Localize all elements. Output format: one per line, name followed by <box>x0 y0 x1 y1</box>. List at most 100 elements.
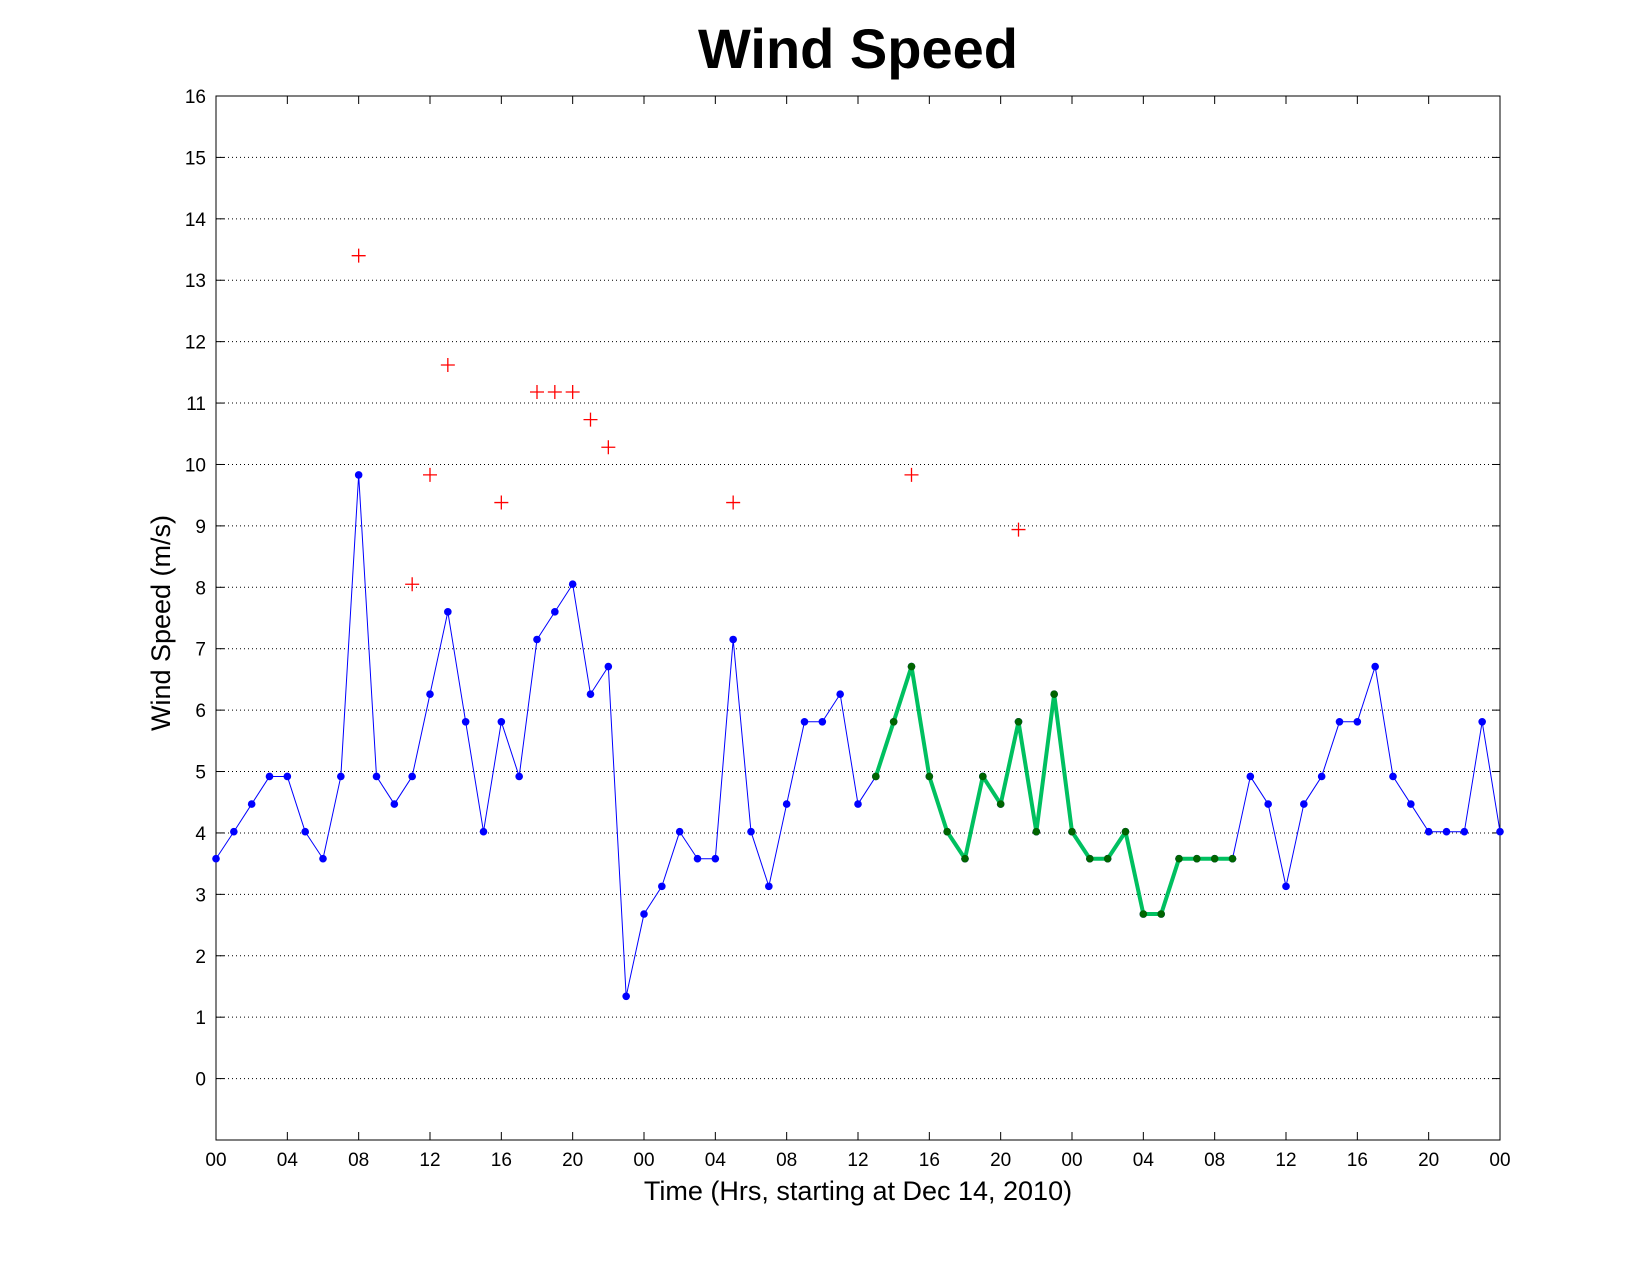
point-marker <box>337 772 345 781</box>
point-marker <box>1121 827 1130 836</box>
point-marker <box>658 882 666 891</box>
y-tick-label: 1 <box>195 1008 206 1029</box>
x-tick-label: 04 <box>705 1150 727 1171</box>
x-tick-label: 16 <box>1347 1150 1368 1171</box>
point-marker <box>818 717 827 726</box>
point-marker <box>925 772 934 781</box>
point-marker <box>283 772 292 781</box>
x-tick-label: 20 <box>562 1150 583 1171</box>
point-marker <box>782 800 791 808</box>
point-marker <box>1193 854 1201 863</box>
plus-marker <box>530 385 544 400</box>
y-tick-label: 4 <box>195 824 206 845</box>
chart-title: Wind Speed <box>698 17 1018 80</box>
plus-marker <box>423 467 437 482</box>
point-marker <box>729 635 737 644</box>
point-marker <box>265 772 274 781</box>
x-tick-label: 08 <box>1204 1150 1225 1171</box>
x-axis-label: Time (Hrs, starting at Dec 14, 2010) <box>644 1176 1072 1206</box>
point-marker <box>461 717 470 726</box>
point-marker <box>533 635 541 644</box>
y-tick-label: 15 <box>185 148 206 169</box>
point-marker <box>693 854 702 863</box>
point-marker <box>1264 800 1272 808</box>
x-tick-label: 12 <box>847 1150 868 1171</box>
y-axis-label: Wind Speed (m/s) <box>146 515 176 731</box>
point-marker <box>961 854 969 863</box>
point-marker <box>1014 717 1023 726</box>
x-tick-label: 00 <box>205 1150 226 1171</box>
x-tick-label: 00 <box>1489 1150 1510 1171</box>
y-tick-label: 6 <box>195 701 206 722</box>
point-marker <box>1460 827 1469 836</box>
x-tick-label: 04 <box>277 1150 299 1171</box>
point-marker <box>1335 717 1344 726</box>
point-marker <box>1210 854 1219 863</box>
point-marker <box>1228 854 1237 863</box>
series-line <box>873 664 1233 917</box>
series-line <box>215 474 1501 997</box>
point-marker <box>551 608 559 616</box>
point-marker <box>247 800 256 808</box>
plot-frame <box>215 95 1501 1141</box>
point-marker <box>675 827 684 836</box>
plus-marker <box>904 467 919 482</box>
x-tick-label: 00 <box>1061 1150 1082 1171</box>
point-marker <box>1068 827 1076 836</box>
x-tick-label: 00 <box>633 1150 654 1171</box>
y-tick-label: 5 <box>195 763 206 784</box>
y-tick-label: 11 <box>186 394 206 415</box>
x-tick-label: 04 <box>1133 1150 1155 1171</box>
point-marker <box>1175 854 1183 863</box>
plus-marker <box>547 385 562 400</box>
point-marker <box>230 827 238 836</box>
point-marker <box>979 772 987 781</box>
point-marker <box>515 772 523 781</box>
point-marker <box>711 854 720 863</box>
y-tick-label: 8 <box>195 578 206 599</box>
point-marker <box>1424 827 1433 836</box>
y-tick-label: 13 <box>185 271 206 292</box>
point-marker <box>1282 882 1290 891</box>
point-marker <box>497 717 506 726</box>
point-marker <box>640 910 648 918</box>
point-marker <box>854 800 862 808</box>
y-tick-label: 14 <box>185 210 207 231</box>
x-tick-label: 20 <box>1418 1150 1439 1171</box>
point-marker <box>1103 854 1112 863</box>
point-marker <box>836 690 844 698</box>
point-marker <box>1032 827 1041 836</box>
point-marker <box>1442 827 1451 836</box>
point-marker <box>212 854 220 863</box>
point-marker <box>604 662 613 671</box>
plus-marker <box>351 248 366 263</box>
plus-marker <box>565 385 580 400</box>
x-tick-label: 08 <box>348 1150 369 1171</box>
point-marker <box>372 772 381 781</box>
y-tick-label: 16 <box>185 87 206 108</box>
plus-marker <box>583 412 598 427</box>
y-tick-label: 0 <box>195 1070 206 1091</box>
point-marker <box>872 772 880 781</box>
plus-marker <box>601 440 616 455</box>
point-marker <box>444 608 452 616</box>
point-marker <box>996 800 1005 808</box>
point-marker <box>426 690 434 698</box>
point-marker <box>354 471 363 479</box>
point-marker <box>622 992 630 1001</box>
point-marker <box>1496 827 1504 836</box>
point-marker <box>1407 800 1415 808</box>
point-marker <box>889 717 898 726</box>
point-marker <box>1317 772 1326 781</box>
y-tick-label: 12 <box>185 333 206 354</box>
point-marker <box>1353 717 1362 726</box>
point-marker <box>765 882 773 891</box>
x-tick-label: 16 <box>919 1150 940 1171</box>
y-tick-label: 2 <box>195 947 206 968</box>
plus-marker <box>494 495 509 510</box>
point-marker <box>1139 910 1148 918</box>
y-tick-label: 7 <box>195 640 206 661</box>
point-marker <box>1050 690 1058 698</box>
point-marker <box>586 690 595 698</box>
